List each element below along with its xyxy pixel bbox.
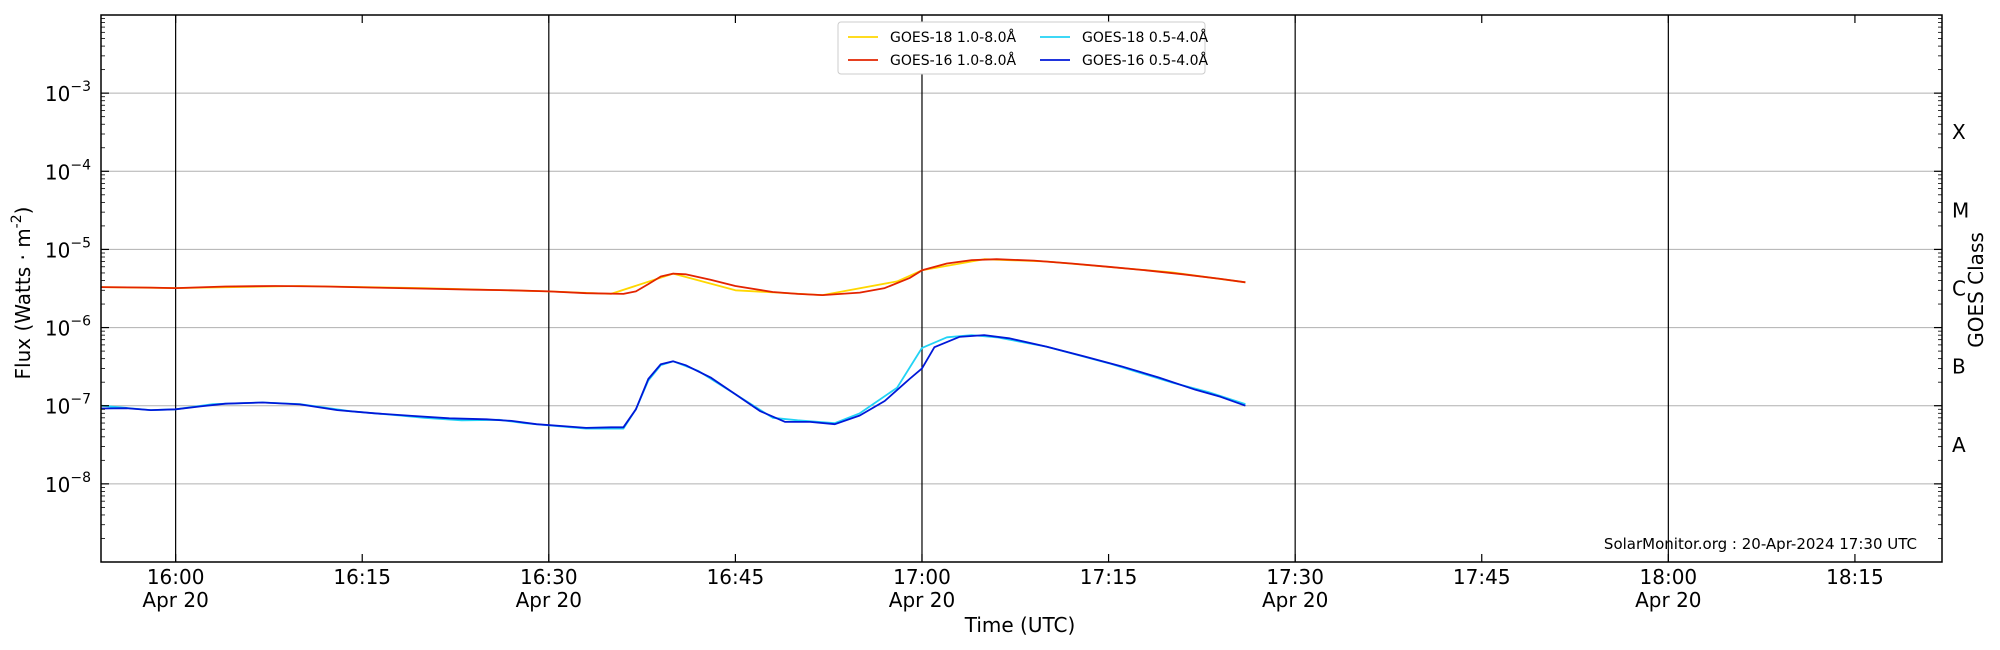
x-tick-label: 17:00 (893, 565, 951, 589)
x-tick-label: 16:30 (520, 565, 578, 589)
y-tick-exponent: −4 (70, 157, 91, 173)
x-tick-date: Apr 20 (516, 588, 582, 612)
y-tick-base: 10 (45, 238, 70, 262)
x-tick-date: Apr 20 (142, 588, 208, 612)
goes-class-a: A (1952, 433, 1966, 457)
goes-class-m: M (1952, 198, 1969, 222)
y-axis-label-exponent: -2 (9, 214, 25, 228)
y-tick-label: 10−5 (45, 235, 91, 262)
credit-text: SolarMonitor.org : 20-Apr-2024 17:30 UTC (1604, 535, 1917, 553)
legend-entry: GOES-16 1.0-8.0Å (890, 52, 1016, 69)
y-tick-base: 10 (45, 395, 70, 419)
series-line-4 (100, 334, 1246, 429)
goes-class-axis-label: GOES Class (1964, 232, 1988, 348)
legend-entry: GOES-18 1.0-8.0Å (890, 29, 1016, 46)
legend-entry: GOES-16 0.5-4.0Å (1082, 52, 1208, 69)
x-tick-date: Apr 20 (1262, 588, 1328, 612)
y-tick-exponent: −6 (70, 314, 91, 330)
goes-class-c: C (1952, 277, 1966, 301)
y-tick-label: 10−3 (45, 79, 91, 106)
series-line-3 (100, 334, 1246, 430)
y-tick-label: 10−4 (45, 157, 91, 184)
legend-box (837, 21, 1206, 75)
x-tick-label: 16:15 (333, 565, 391, 589)
y-axis-label-suffix: ) (11, 207, 35, 215)
x-tick-label: 18:00 (1640, 565, 1698, 589)
x-tick-label: 16:45 (707, 565, 765, 589)
goes-class-x: X (1952, 120, 1966, 144)
legend-entry: GOES-18 0.5-4.0Å (1082, 29, 1208, 46)
x-tick-label: 17:30 (1266, 565, 1324, 589)
horizontal-gridlines (101, 92, 1942, 485)
series-line-2 (100, 258, 1246, 296)
y-tick-exponent: −8 (70, 470, 91, 486)
y-tick-base: 10 (45, 317, 70, 341)
series-lines (100, 258, 1246, 430)
x-tick-label: 17:15 (1080, 565, 1138, 589)
x-tick-date: Apr 20 (889, 588, 955, 612)
x-tick-date: Apr 20 (1635, 588, 1701, 612)
y-tick-exponent: −5 (70, 235, 91, 251)
plot-frame (100, 14, 1943, 563)
goes-class-b: B (1952, 355, 1966, 379)
x-tick-label: 18:15 (1826, 565, 1884, 589)
y-tick-exponent: −7 (70, 392, 91, 408)
y-tick-label: 10−8 (45, 470, 91, 497)
x-axis-label: Time (UTC) (964, 613, 1076, 637)
y-tick-label: 10−6 (45, 314, 91, 341)
y-tick-exponent: −3 (70, 79, 91, 95)
y-tick-base: 10 (45, 82, 70, 106)
x-tick-label: 16:00 (147, 565, 205, 589)
goes-class-labels: A B C M X (1952, 120, 1969, 457)
y-axis-ticks: 10−810−710−610−510−410−3 (45, 18, 1942, 539)
y-tick-label: 10−7 (45, 392, 91, 419)
x-tick-label: 17:45 (1453, 565, 1511, 589)
y-tick-base: 10 (45, 160, 70, 184)
legend: GOES-18 1.0-8.0Å GOES-18 0.5-4.0Å GOES-16 … (837, 21, 1208, 75)
y-axis-label: Flux (Watts · m-2) (9, 207, 35, 380)
y-tick-base: 10 (45, 473, 70, 497)
y-axis-label-main: Flux (Watts · m (11, 228, 35, 379)
